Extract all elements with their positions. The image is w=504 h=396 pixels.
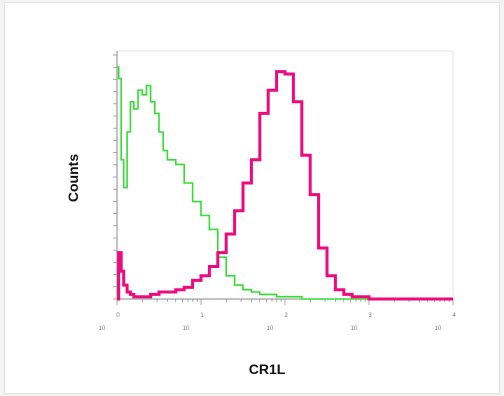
x-tick-label-exponent: 2: [284, 313, 288, 319]
y-axis-label: Counts: [65, 154, 81, 202]
x-tick-label-base: 10: [435, 326, 442, 332]
x-tick-label-exponent: 1: [200, 313, 204, 319]
x-tick-label-exponent: 0: [116, 313, 120, 319]
x-tick-label-base: 10: [351, 326, 358, 332]
x-tick-label-base: 10: [99, 326, 106, 332]
x-tick-label-base: 10: [183, 326, 190, 332]
y-axis-ticks: [113, 54, 117, 300]
series-control-line: [117, 66, 453, 300]
histogram-chart: 10 0 10 1 10 2 10 3 10 4 CR1L Counts: [65, 50, 457, 377]
plot-frame: [116, 50, 454, 300]
x-tick-label-exponent: 3: [368, 313, 372, 319]
x-tick-label-base: 10: [267, 326, 274, 332]
x-axis-label: CR1L: [249, 361, 286, 377]
chart-card: 10 0 10 1 10 2 10 3 10 4 CR1L Counts: [4, 2, 500, 394]
x-axis-tick-labels: 10 0 10 1 10 2 10 3 10 4: [99, 313, 457, 332]
series-layer: [117, 66, 453, 301]
x-tick-label-exponent: 4: [452, 313, 456, 319]
series-sample-line: [117, 70, 453, 301]
